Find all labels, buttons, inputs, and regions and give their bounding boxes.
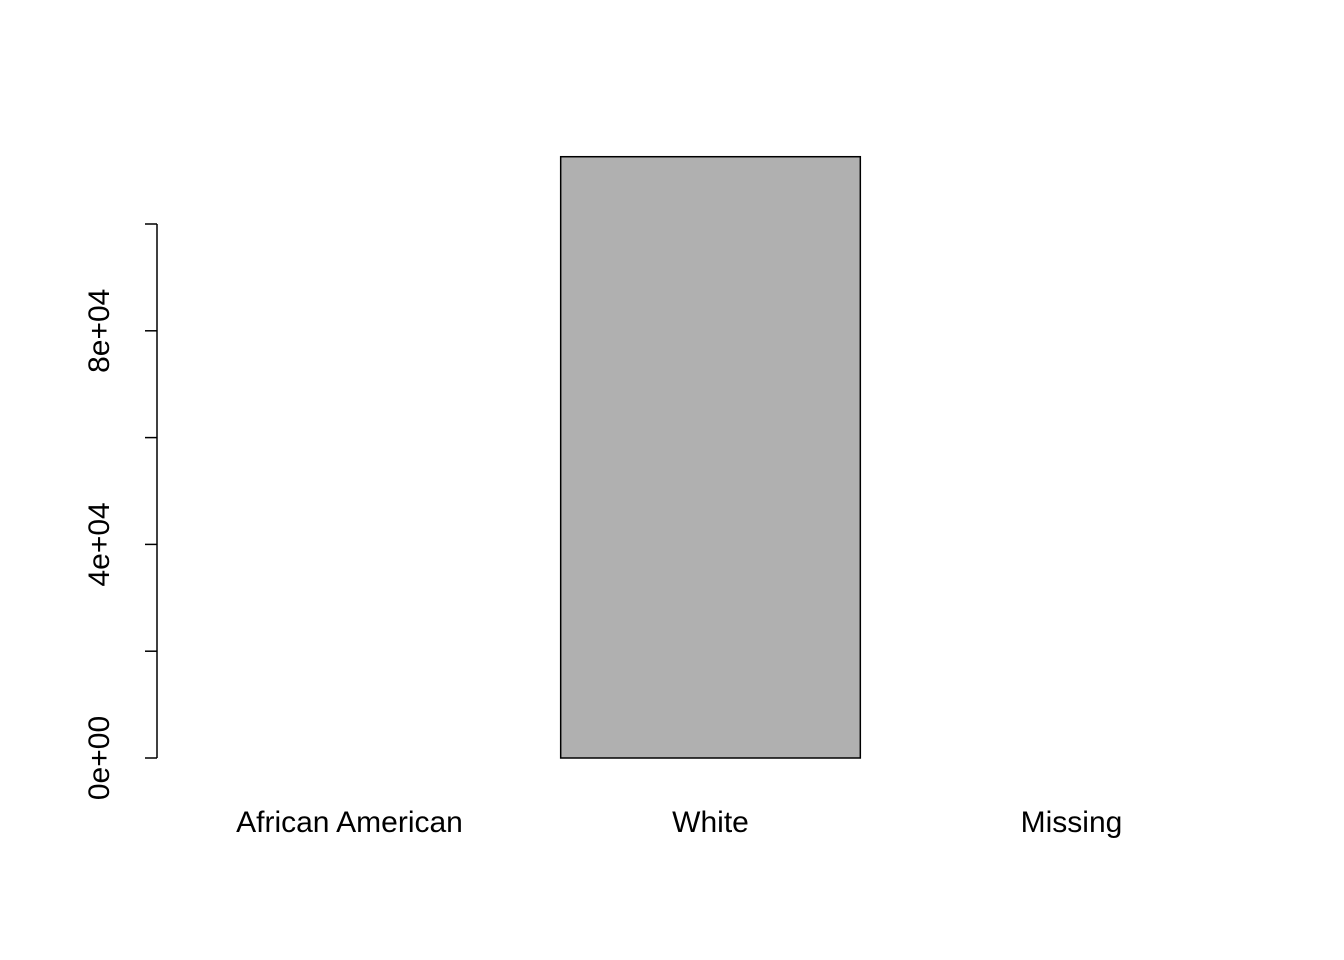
y-tick-label: 0e+00 <box>83 716 116 800</box>
y-tick-label: 4e+04 <box>83 502 116 586</box>
x-tick-label: White <box>672 806 749 839</box>
x-tick-label: African American <box>236 806 463 839</box>
bar <box>559 155 862 759</box>
y-tick-label: 8e+04 <box>83 289 116 373</box>
x-tick-label: Missing <box>1021 806 1123 839</box>
